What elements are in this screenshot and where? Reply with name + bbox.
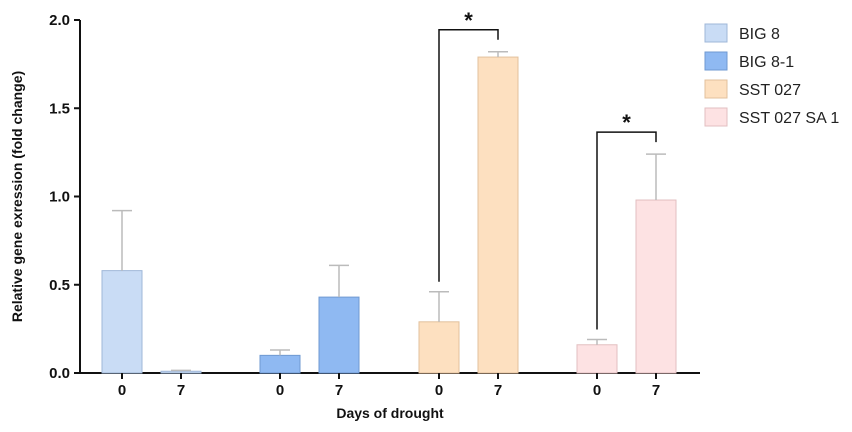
- x-tick-label: 0: [593, 382, 601, 399]
- y-tick-label: 0.0: [49, 365, 70, 382]
- legend-label: SST 027: [739, 82, 801, 99]
- bar: [318, 296, 360, 374]
- x-axis-title: Days of drought: [336, 405, 444, 421]
- legend-label: BIG 8: [739, 26, 780, 43]
- significance-bracket: [596, 131, 657, 330]
- legend-label: BIG 8-1: [739, 54, 794, 71]
- bar: [576, 344, 618, 374]
- y-axis-title: Relative gene exression (fold change): [9, 71, 25, 322]
- y-tick-label: 1.0: [49, 189, 70, 206]
- y-tick-label: 0.5: [49, 277, 70, 294]
- legend-swatch: [704, 107, 728, 127]
- bar: [259, 354, 301, 374]
- legend-swatch: [704, 51, 728, 71]
- legend-label: SST 027 SA 1: [739, 110, 839, 127]
- x-tick-label: 7: [652, 382, 660, 399]
- bar: [160, 370, 202, 374]
- bar: [418, 321, 460, 374]
- x-tick-label: 7: [177, 382, 185, 399]
- x-tick-label: 0: [276, 382, 284, 399]
- x-tick-label: 7: [335, 382, 343, 399]
- bar: [635, 199, 677, 374]
- y-tick-label: 1.5: [49, 100, 70, 117]
- legend-swatch: [704, 23, 728, 43]
- significance-star: *: [622, 110, 631, 135]
- x-tick-label: 0: [118, 382, 126, 399]
- x-tick-label: 0: [435, 382, 443, 399]
- legend-swatch: [704, 79, 728, 99]
- bar: [101, 270, 143, 374]
- x-tick-label: 7: [494, 382, 502, 399]
- y-tick-label: 2.0: [49, 12, 70, 29]
- significance-star: *: [464, 8, 473, 33]
- significance-bracket: [438, 29, 499, 282]
- bar: [477, 56, 519, 374]
